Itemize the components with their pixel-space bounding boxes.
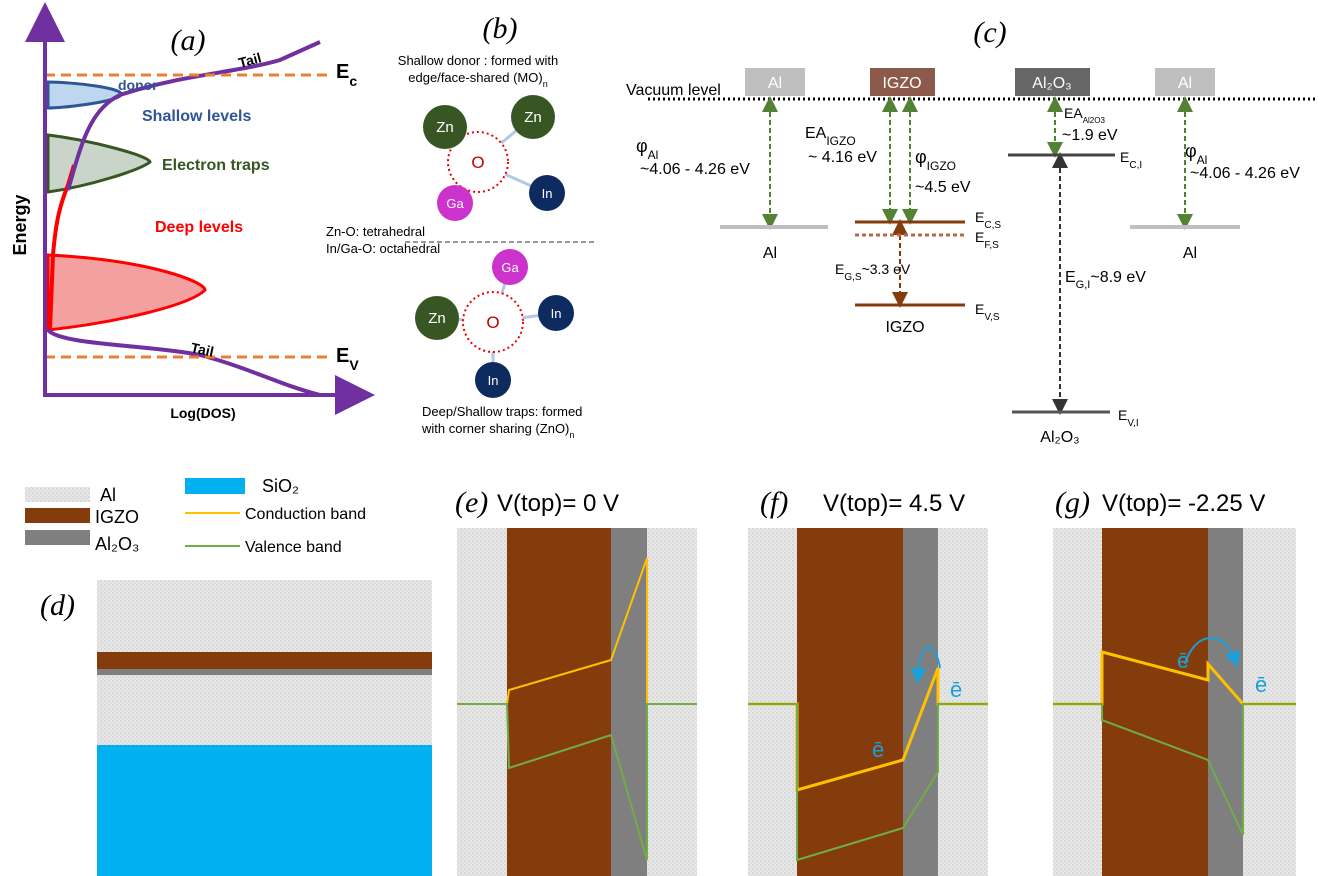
label: EC,S (975, 209, 1001, 231)
caption: Deep/Shallow traps: formed (422, 404, 582, 419)
panel-b: (b) Shallow donor : formed with edge/fac… (326, 12, 595, 440)
deep-lobe (48, 255, 205, 330)
caption: Zn-O: tetrahedral (326, 224, 425, 239)
legend-swatch (25, 487, 90, 502)
label: EV,I (1118, 407, 1139, 429)
label: Deep levels (155, 219, 243, 236)
box-label: Al (768, 75, 782, 92)
legend-label: Conduction band (245, 506, 366, 523)
label: ~4.06 - 4.26 eV (640, 161, 750, 178)
label: EV,S (975, 301, 1000, 323)
box-label: IGZO (882, 75, 921, 92)
panel-label: (e) (455, 486, 488, 519)
panel-d: Al IGZO Al₂O₃ SiO₂ Conduction band Valen… (25, 476, 432, 876)
panel-c: (c) Vacuum level Al IGZO Al₂O₃ Al φAl ~4… (626, 16, 1318, 446)
trap-lobe (48, 135, 150, 192)
legend-label: Al (100, 485, 116, 505)
legend-swatch (25, 530, 90, 545)
label: Al (1183, 245, 1197, 262)
label: EV (336, 345, 359, 373)
label: EG,I~8.9 eV (1065, 269, 1146, 291)
box-label: Al₂O₃ (1032, 75, 1071, 92)
atom-label: Zn (524, 109, 542, 126)
layer (97, 652, 432, 669)
axis-label: Energy (10, 194, 30, 255)
label: Al (763, 245, 777, 262)
label: Vacuum level (626, 82, 721, 99)
caption: with corner sharing (ZnO)n (421, 421, 574, 440)
tail-curve (48, 330, 320, 395)
panel-e: (e) V(top)= 0 V (455, 486, 697, 876)
label: EC,I (1120, 149, 1142, 171)
panel-label: (a) (171, 24, 206, 57)
label: ~ 4.16 eV (808, 149, 877, 166)
label: IGZO (885, 319, 924, 336)
legend-swatch (25, 508, 90, 523)
panel-label: (c) (973, 16, 1006, 49)
label: Tail (237, 49, 263, 70)
atom-label: In (551, 306, 562, 321)
layer (97, 745, 432, 876)
donor-lobe (48, 82, 121, 108)
electron: ē (872, 737, 884, 762)
atom-label: O (471, 153, 484, 172)
legend-label: Al₂O₃ (95, 534, 139, 554)
legend-label: Valence band (245, 539, 342, 556)
legend-swatch (185, 478, 245, 494)
label: ~4.06 - 4.26 eV (1190, 165, 1300, 182)
label: ~1.9 eV (1062, 127, 1118, 144)
label: EAIGZO (805, 125, 856, 148)
atom-label: O (486, 313, 499, 332)
atom-label: Zn (428, 310, 446, 327)
legend-label: SiO₂ (262, 476, 299, 496)
label: Ec (336, 61, 357, 89)
panel-title: V(top)= -2.25 V (1102, 490, 1265, 517)
label: φIGZO (915, 147, 956, 173)
legend-label: IGZO (95, 507, 139, 527)
panel-g: ē ē (g) V(top)= -2.25 V (1053, 486, 1296, 876)
layer (97, 675, 432, 745)
caption: Shallow donor : formed with (398, 53, 558, 68)
atom-label: Ga (501, 260, 519, 275)
label: Al₂O₃ (1040, 429, 1079, 446)
label: Shallow levels (142, 108, 251, 125)
panel-label: (f) (760, 486, 788, 519)
label: Electron traps (162, 157, 270, 174)
atom-label: In (488, 373, 499, 388)
panel-a: (a) donor Tail Shallow levels Electron t… (10, 22, 359, 421)
panel-title: V(top)= 4.5 V (823, 490, 965, 517)
label: φAl (636, 136, 658, 162)
electron: ē (1255, 672, 1267, 697)
panel-label: (b) (483, 12, 518, 45)
layer (97, 669, 432, 675)
axis-label: Log(DOS) (170, 405, 235, 421)
layer (97, 580, 432, 652)
box-label: Al (1178, 75, 1192, 92)
label: φAl (1185, 141, 1207, 167)
caption: edge/face-shared (MO)n (408, 70, 547, 89)
label: EAAl2O3 (1064, 105, 1105, 125)
panel-label: (d) (40, 589, 75, 622)
label: donor (118, 77, 158, 93)
electron: ē (1177, 648, 1189, 673)
atom-label: Zn (436, 119, 454, 136)
atom-label: Ga (446, 196, 464, 211)
panel-label: (g) (1055, 486, 1090, 519)
label: EF,S (975, 229, 999, 251)
label: ~4.5 eV (915, 179, 971, 196)
panel-f: ē ē (f) V(top)= 4.5 V (748, 486, 988, 876)
caption: In/Ga-O: octahedral (326, 241, 440, 256)
atom-label: In (542, 186, 553, 201)
figure: (a) donor Tail Shallow levels Electron t… (0, 0, 1320, 876)
electron: ē (950, 677, 962, 702)
panel-title: V(top)= 0 V (497, 490, 619, 517)
